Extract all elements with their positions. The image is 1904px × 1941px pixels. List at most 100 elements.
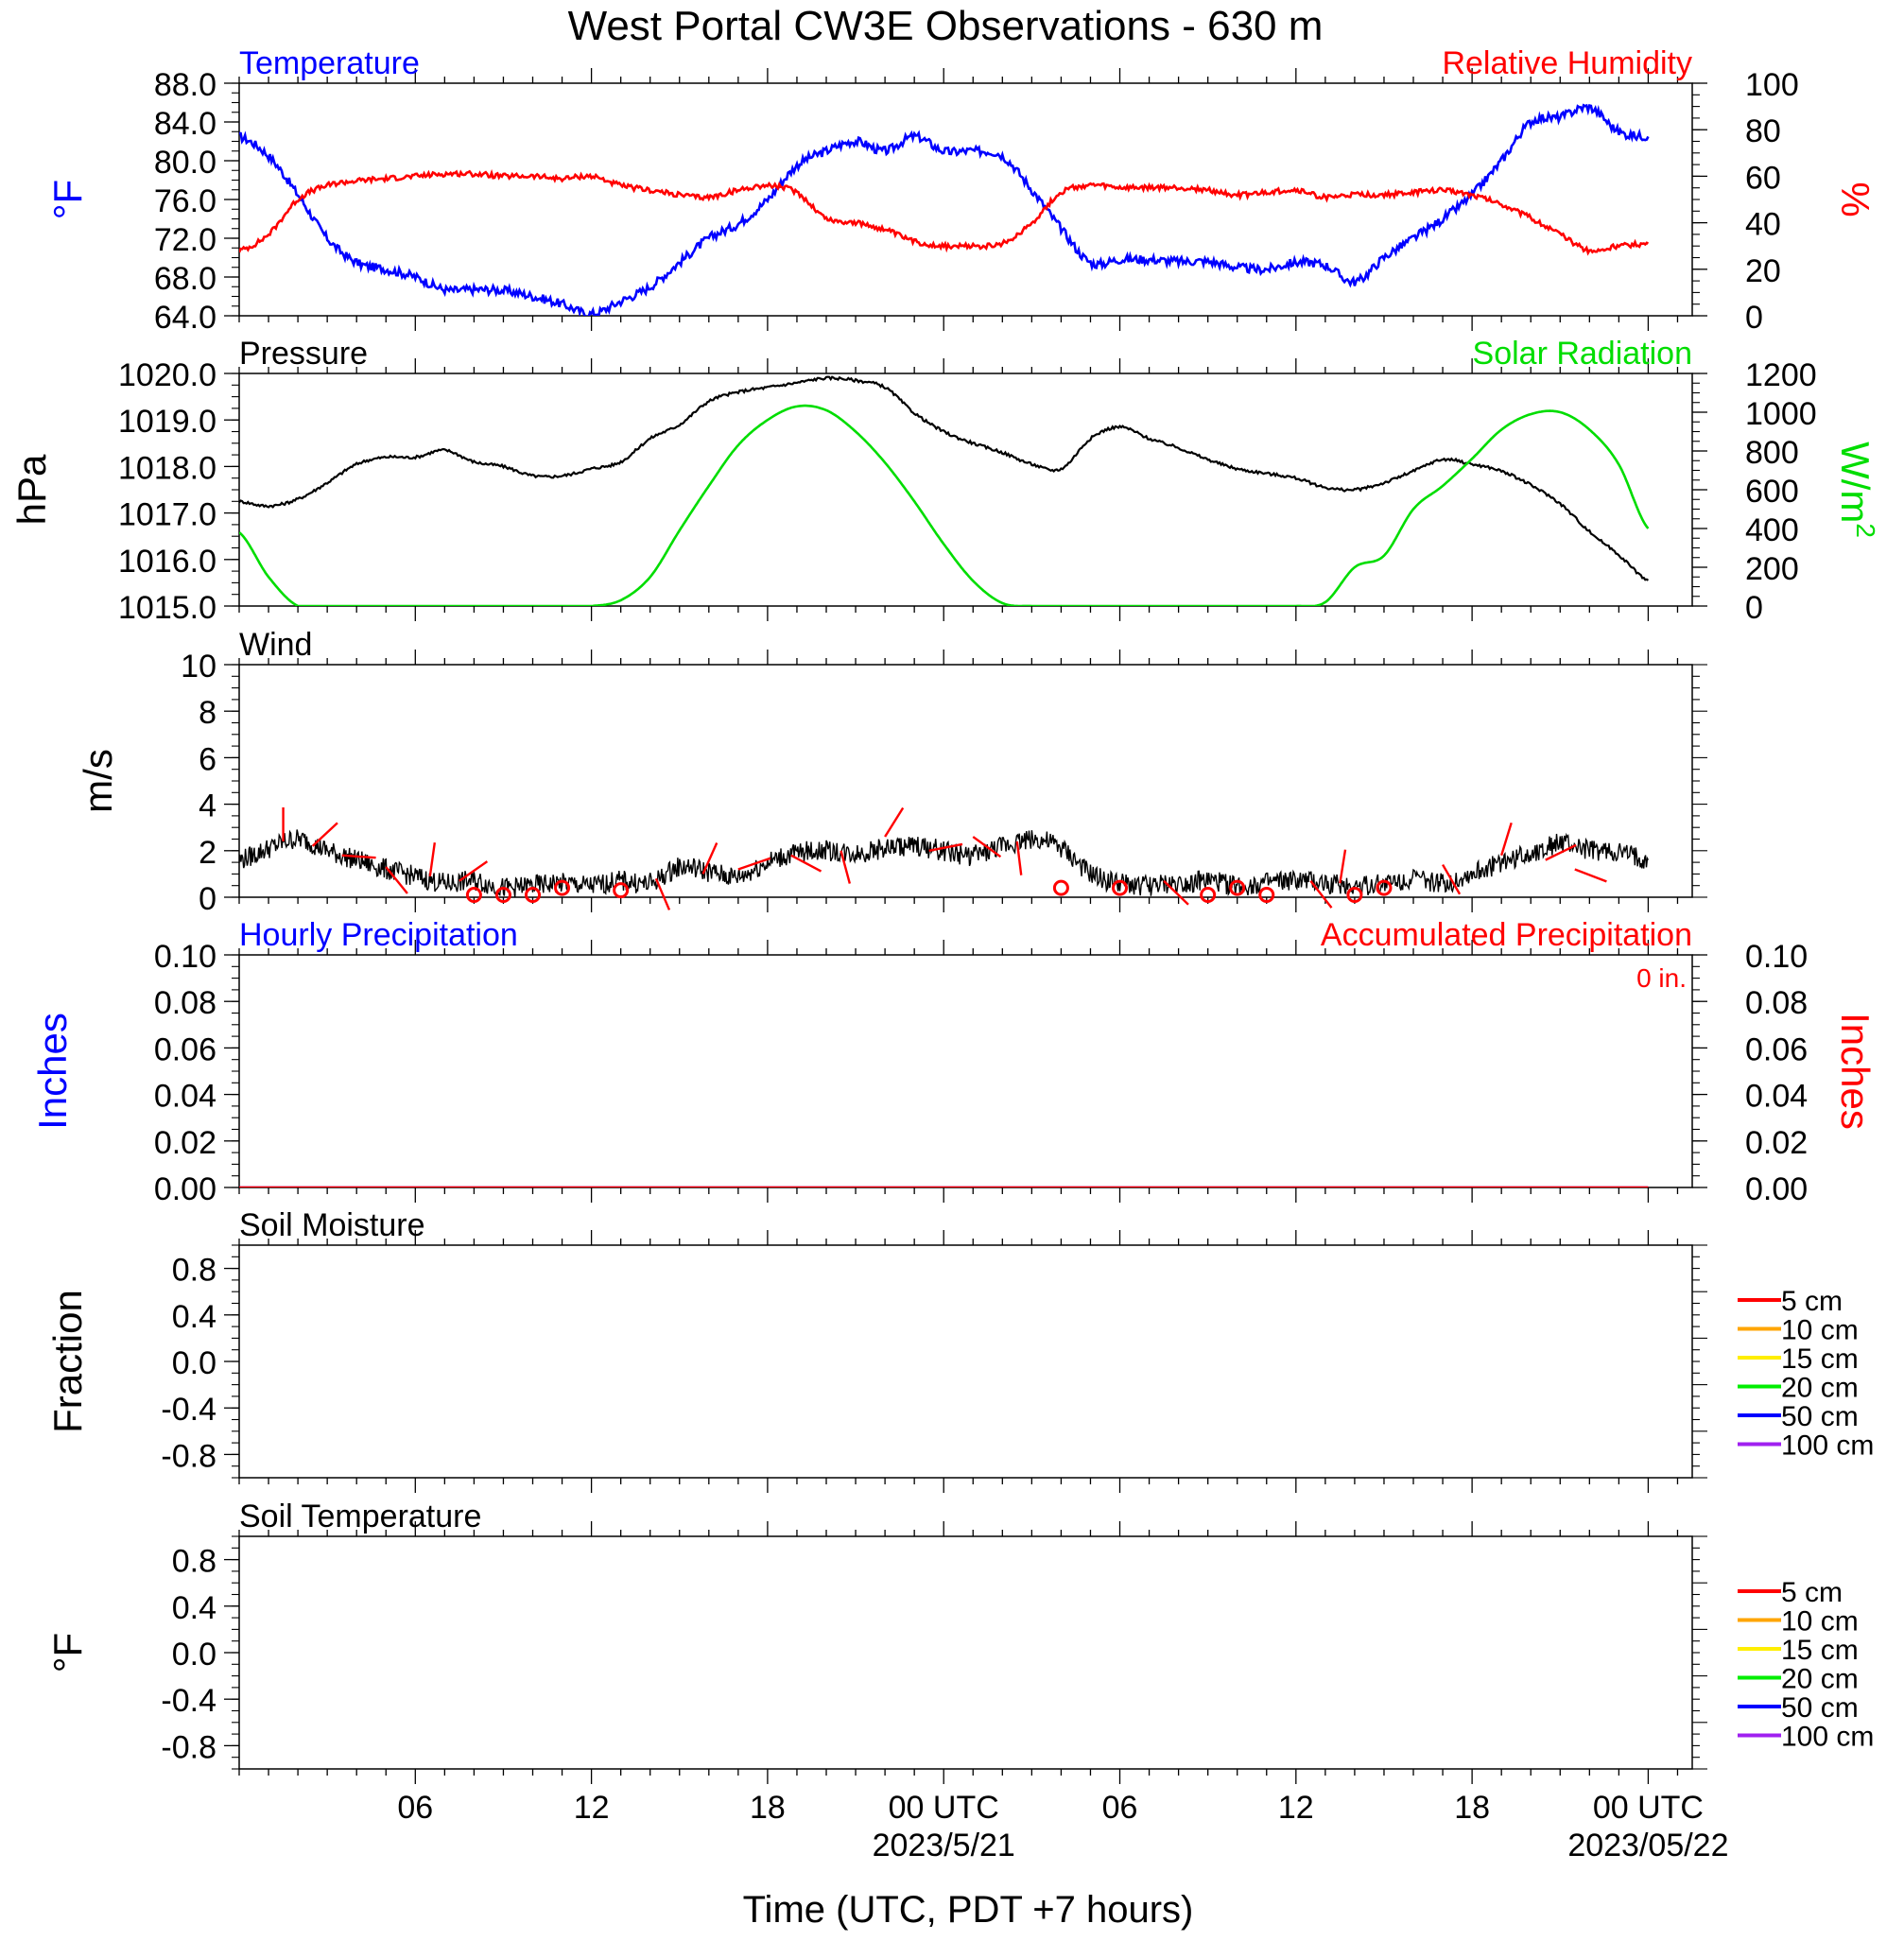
wind-calm-circle	[1346, 887, 1363, 904]
y-left-tick-label: 88.0	[154, 67, 216, 103]
y-right-tick-label: 0.04	[1745, 1079, 1808, 1115]
legend-label: 50 cm	[1781, 1401, 1859, 1432]
y-left-tick-label: 10	[181, 649, 216, 685]
legend-label: 15 cm	[1781, 1635, 1859, 1666]
wind-barb	[1545, 843, 1577, 861]
y-right-tick-label: 0.10	[1745, 939, 1808, 975]
y-right-tick-label: 200	[1745, 551, 1799, 587]
y-right-tick-label: 400	[1745, 512, 1799, 548]
wind-calm-circle	[1112, 879, 1129, 896]
wind-barb	[790, 854, 822, 873]
panel-title-left: Hourly Precipitation	[239, 917, 518, 953]
y-left-tick-label: 0.0	[172, 1637, 216, 1672]
y-right-tick-label: 0.06	[1745, 1031, 1808, 1067]
y-right-tick-label: 100	[1745, 67, 1799, 103]
y-left-tick-label: 4	[199, 789, 216, 824]
y-left-tick-label: 68.0	[154, 261, 216, 297]
plot-frame	[238, 954, 1693, 1188]
y-left-tick-label: 0.4	[172, 1590, 216, 1626]
y-right-tick-label: 0	[1745, 590, 1763, 626]
legend-label: 15 cm	[1781, 1343, 1859, 1375]
panel-title-left: Temperature	[239, 45, 420, 81]
panel-title-left: Soil Temperature	[239, 1499, 481, 1534]
wind-calm-circle	[465, 887, 482, 904]
x-tick-label: 12	[1278, 1790, 1314, 1826]
panel-soil_moisture: -0.8 -0.4 0.0 0.4 0.8 Soil Moisture Fraction 5 …	[45, 1207, 1874, 1493]
wind-barb	[1163, 879, 1189, 906]
y-right-tick-label: 1000	[1745, 396, 1817, 432]
y-right-tick-label: 0.00	[1745, 1171, 1808, 1207]
x-axis-title: Time (UTC, PDT +7 hours)	[743, 1889, 1194, 1931]
series-line-temperature	[239, 103, 1650, 316]
y-axis-label-left: Fraction	[45, 1290, 90, 1433]
panel-precip: 0.00 0.02 0.04 0.06 0.08 0.10 0.00 0.02 0.04 0.06…	[30, 917, 1878, 1207]
wind-barb	[737, 857, 771, 871]
y-axis-label-right-text: Inches	[1833, 1013, 1878, 1130]
series-line-pressure	[239, 375, 1650, 581]
y-left-tick-label: -0.4	[161, 1683, 216, 1719]
panel-title-left: Pressure	[239, 336, 368, 372]
panel-title-left: Soil Moisture	[239, 1207, 425, 1243]
series-line-solar-radiation	[239, 404, 1650, 606]
y-axis-label-right-text: %	[1833, 182, 1878, 217]
wind-barb	[928, 842, 963, 852]
wind-barb	[1309, 880, 1333, 909]
y-axis-label-left: m/s	[76, 749, 120, 813]
y-left-tick-label: 2	[199, 835, 216, 871]
x-tick-date-label: 2023/5/21	[873, 1828, 1015, 1863]
y-left-tick-label: -0.8	[161, 1438, 216, 1474]
wind-barb	[654, 877, 671, 910]
y-axis-label-left: °F	[45, 1633, 90, 1672]
y-left-tick-label: 0	[199, 881, 216, 917]
y-axis-label-left: hPa	[9, 454, 54, 525]
x-tick-label: 18	[750, 1790, 786, 1826]
wind-calm-circle	[494, 887, 511, 904]
panel-temp_rh: 64.068.072.076.080.084.088.0 0 20 40 60 80 100…	[45, 45, 1878, 336]
plot-frame	[238, 1535, 1693, 1770]
y-left-tick-label: 1018.0	[118, 450, 216, 486]
y-right-tick-label: 60	[1745, 160, 1781, 196]
y-right-tick-label: 600	[1745, 474, 1799, 510]
plot-frame	[238, 82, 1693, 317]
y-left-tick-label: 72.0	[154, 222, 216, 258]
panel-pressure_solar: 1015.0 1016.0 1017.0 1018.0 1019.0 1020.0 0200…	[9, 336, 1880, 626]
wind-calm-circle	[613, 882, 630, 899]
wind-barb	[385, 866, 408, 894]
wind-barb	[1015, 841, 1023, 875]
y-left-tick-label: 0.8	[172, 1544, 216, 1580]
x-tick-date-label: 2023/05/22	[1567, 1828, 1728, 1863]
wind-calm-circle	[1229, 879, 1246, 896]
wind-barb	[972, 836, 1002, 858]
chart-title: West Portal CW3E Observations - 630 m	[568, 3, 1324, 49]
y-axis-label-right: Inches	[1833, 1013, 1878, 1130]
y-right-tick-label: 0.02	[1745, 1125, 1808, 1161]
wind-barb	[1442, 863, 1462, 895]
y-axis-label-right: %	[1833, 182, 1878, 217]
panel-title-right: Accumulated Precipitation	[1321, 917, 1692, 953]
wind-calm-circle	[1200, 887, 1217, 904]
y-left-tick-label: 0.04	[154, 1079, 216, 1115]
wind-barb	[1574, 868, 1607, 883]
wind-barb	[884, 806, 905, 838]
legend-label: 5 cm	[1781, 1286, 1843, 1317]
y-left-tick-label: -0.4	[161, 1392, 216, 1428]
y-right-tick-label: 40	[1745, 207, 1781, 243]
wind-calm-circle	[1258, 887, 1275, 904]
y-right-tick-label: 800	[1745, 435, 1799, 471]
y-left-tick-label: 0.8	[172, 1253, 216, 1289]
y-left-tick-label: 1016.0	[118, 544, 216, 580]
y-left-tick-label: 6	[199, 741, 216, 777]
y-left-tick-label: 1019.0	[118, 404, 216, 440]
x-tick-label: 00 UTC	[889, 1790, 999, 1826]
wind-calm-circle	[554, 879, 571, 896]
wind-barb	[311, 822, 338, 847]
wind-barb	[1339, 849, 1347, 884]
panel-title-right: Relative Humidity	[1442, 45, 1692, 81]
y-right-tick-label: 20	[1745, 253, 1781, 289]
y-right-tick-label: 80	[1745, 113, 1781, 149]
wind-calm-circle	[1052, 879, 1069, 896]
legend-label: 10 cm	[1781, 1315, 1859, 1346]
legend-label: 10 cm	[1781, 1606, 1859, 1638]
